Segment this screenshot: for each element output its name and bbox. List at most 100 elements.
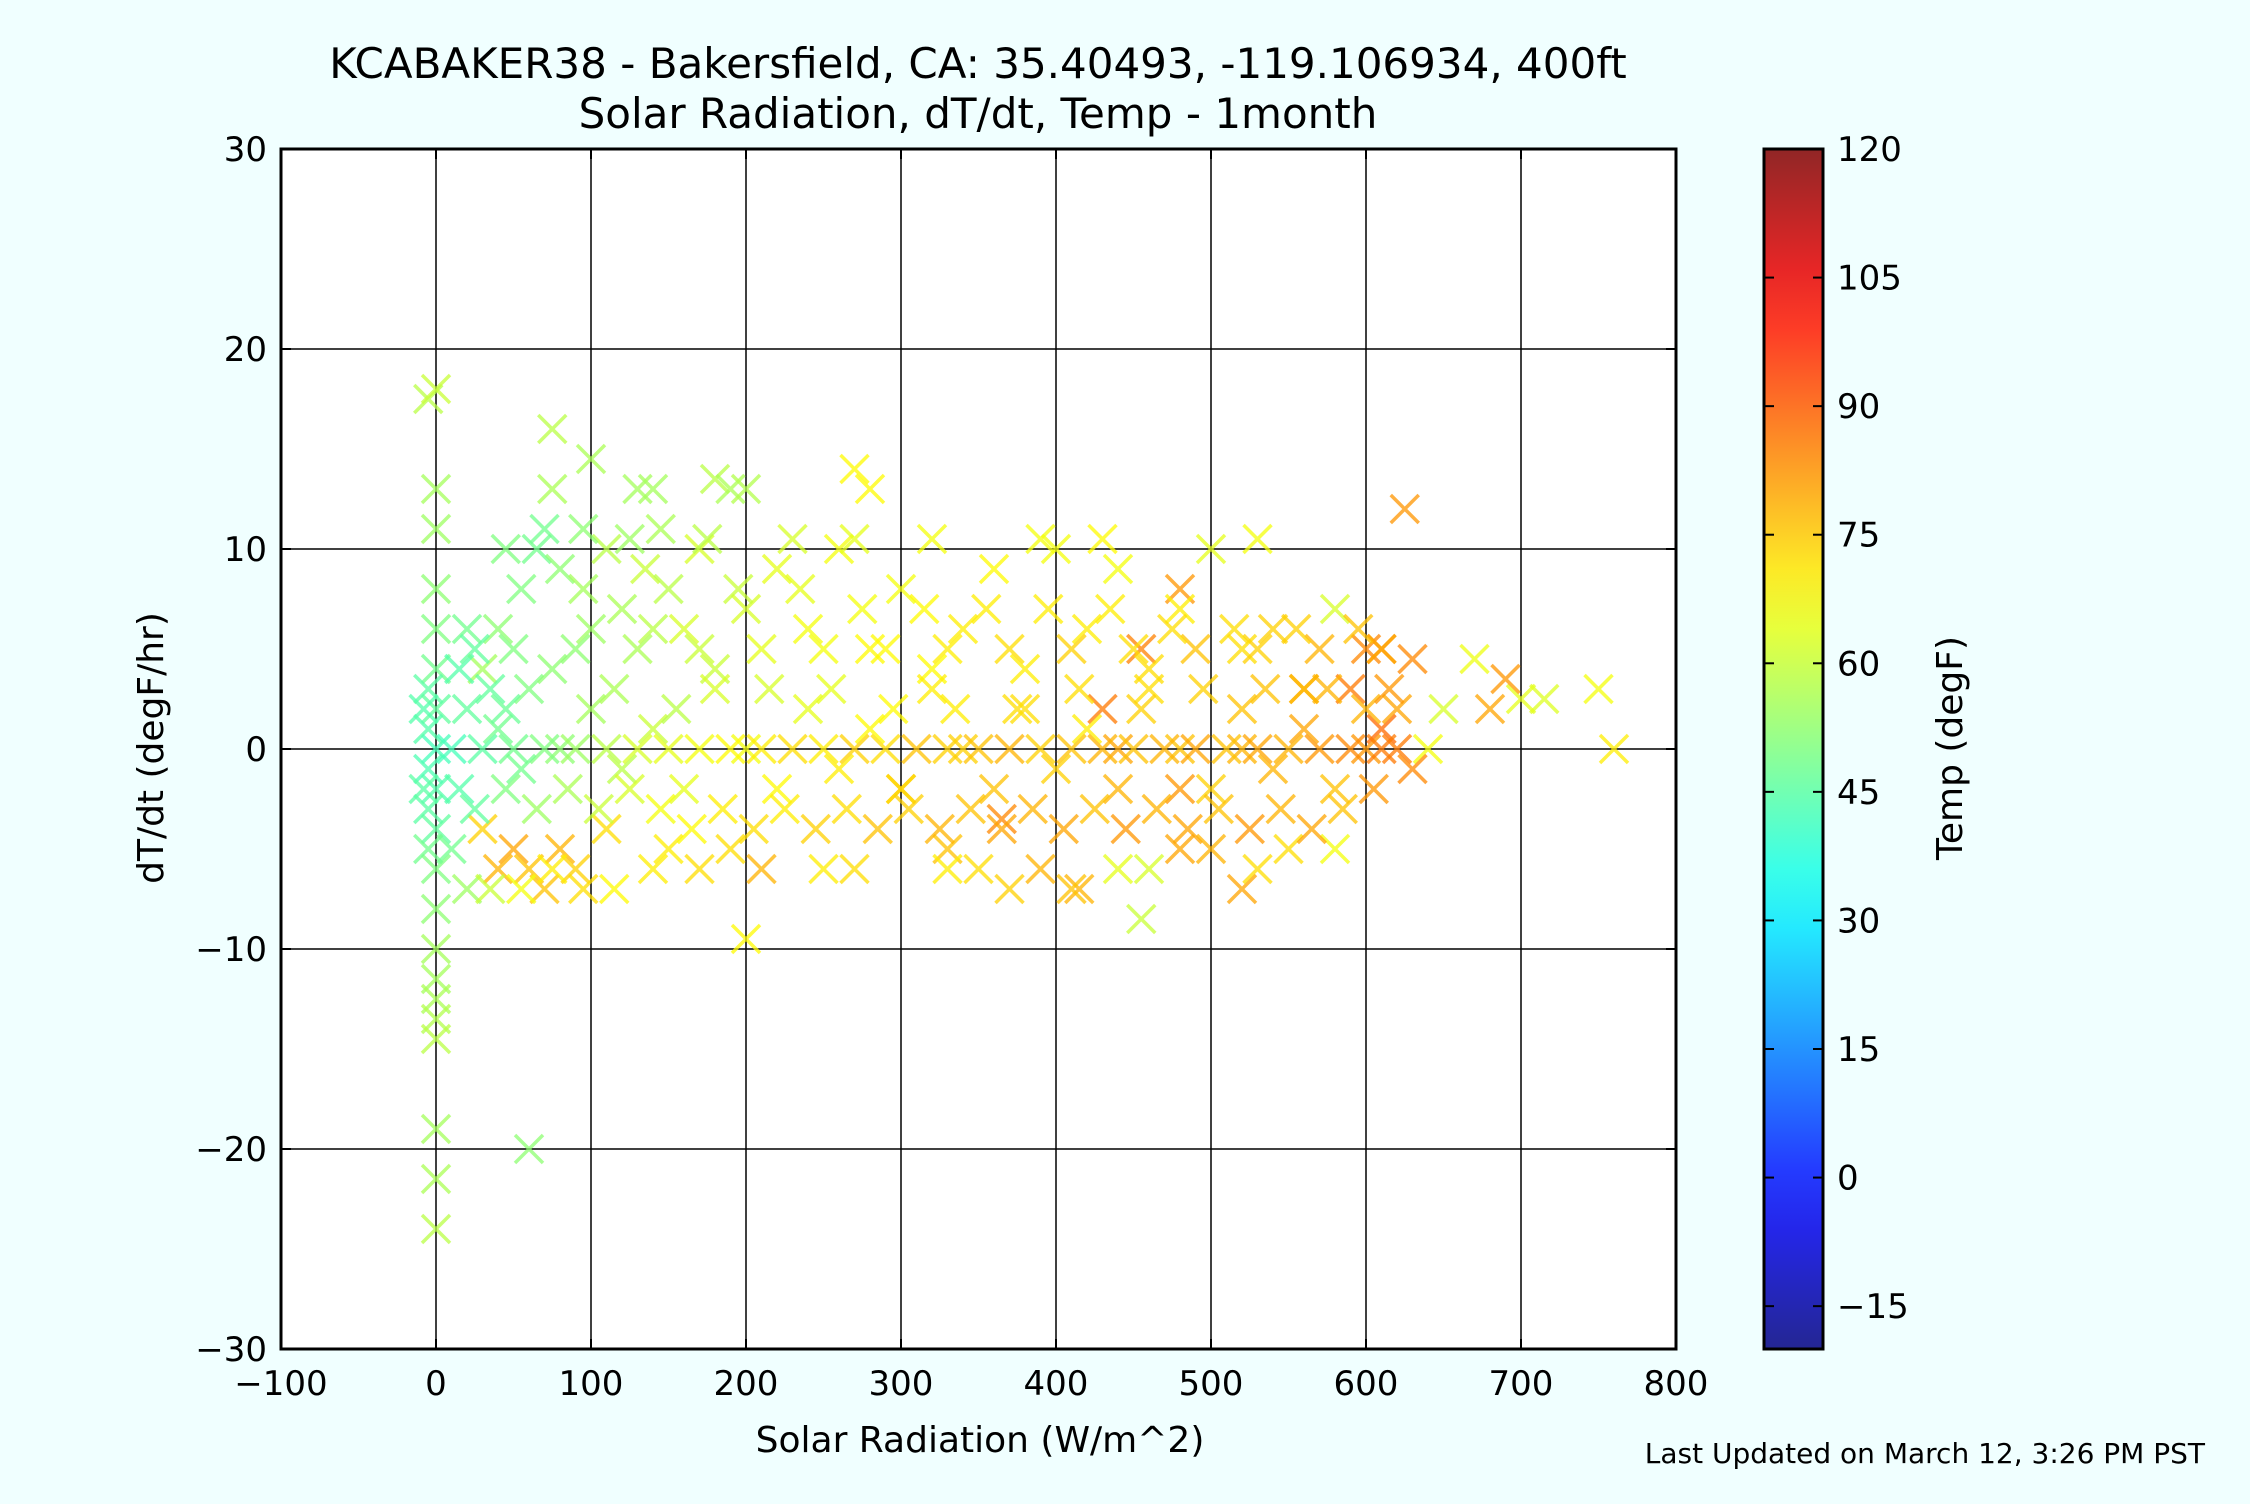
data-point: [1381, 693, 1413, 725]
data-point: [1583, 673, 1614, 705]
colorbar-scale: [1762, 147, 1825, 1351]
data-point: [544, 833, 576, 865]
data-point: [591, 813, 622, 845]
data-point: [1366, 633, 1397, 665]
data-point: [932, 733, 963, 765]
data-point: [420, 1163, 452, 1195]
data-point: [444, 653, 475, 685]
data-point: [544, 553, 576, 585]
data-point: [1350, 633, 1382, 665]
data-point: [420, 933, 452, 965]
data-point: [420, 373, 452, 405]
data-point: [1195, 533, 1227, 565]
data-point: [568, 873, 599, 905]
data-point: [1195, 773, 1227, 805]
data-point: [808, 633, 839, 665]
data-point: [839, 853, 870, 885]
data-point: [614, 523, 645, 555]
data-point: [1102, 853, 1134, 885]
data-point: [1327, 793, 1358, 825]
data-point: [1211, 733, 1242, 765]
data-point: [1002, 693, 1033, 725]
data-point: [1157, 613, 1188, 645]
data-point: [1033, 593, 1064, 625]
data-point: [591, 533, 622, 565]
data-point: [854, 713, 886, 745]
data-points: [408, 373, 1630, 1245]
data-point: [408, 693, 439, 725]
data-point: [653, 833, 684, 865]
data-point: [839, 523, 870, 555]
data-point: [1319, 593, 1351, 625]
data-point: [715, 833, 746, 865]
data-point: [490, 773, 521, 805]
data-point: [637, 853, 669, 885]
data-point: [668, 613, 700, 645]
data-point: [1126, 633, 1157, 665]
data-point: [506, 753, 537, 785]
data-point: [947, 613, 979, 645]
data-point: [529, 733, 560, 765]
last-updated-note: Last Updated on March 12, 3:26 PM PST: [1645, 1437, 2206, 1470]
data-point: [1087, 693, 1118, 725]
x-tick-label: 600: [1334, 1364, 1399, 1404]
data-point: [575, 613, 607, 645]
data-point: [1126, 903, 1157, 935]
data-point: [986, 803, 1017, 835]
data-point: [1180, 733, 1211, 765]
data-point: [1374, 673, 1405, 705]
data-point: [1226, 873, 1258, 905]
data-point: [529, 873, 560, 905]
data-point: [1133, 673, 1165, 705]
data-point: [1490, 663, 1521, 695]
data-point: [591, 733, 622, 765]
data-point: [408, 773, 439, 805]
data-point: [1180, 633, 1211, 665]
y-tick-label: −10: [195, 930, 267, 970]
data-point: [568, 513, 599, 545]
colorbar-tick-label: 120: [1837, 130, 1902, 170]
data-point: [622, 473, 653, 505]
data-point: [1164, 593, 1196, 625]
data-point: [692, 523, 723, 555]
data-point: [1428, 693, 1459, 725]
data-point: [1242, 853, 1273, 885]
data-point: [1304, 733, 1335, 765]
data-point: [1025, 853, 1056, 885]
data-point: [971, 593, 1002, 625]
data-point: [924, 813, 955, 845]
data-point: [746, 853, 777, 885]
data-point: [831, 793, 862, 825]
data-point: [661, 693, 692, 725]
data-point: [777, 523, 808, 555]
data-point: [707, 793, 738, 825]
data-point: [1087, 523, 1118, 555]
data-point: [420, 813, 452, 845]
data-point: [699, 463, 731, 495]
data-point: [451, 613, 483, 645]
data-point: [420, 773, 452, 805]
data-point: [482, 713, 514, 745]
colorbar-tick-label: 90: [1837, 387, 1880, 427]
data-point: [878, 693, 909, 725]
data-point: [1412, 733, 1444, 765]
data-point: [1335, 673, 1366, 705]
data-point: [475, 873, 506, 905]
data-point: [529, 513, 560, 545]
data-point: [1319, 773, 1351, 805]
data-point: [506, 573, 537, 605]
data-point: [413, 833, 444, 865]
data-point: [839, 453, 870, 485]
data-point: [1529, 683, 1560, 715]
data-point: [909, 593, 940, 625]
data-point: [622, 633, 653, 665]
data-point: [1095, 593, 1126, 625]
data-point: [575, 443, 607, 475]
data-point: [444, 773, 475, 805]
data-point: [1459, 643, 1490, 675]
data-point: [1389, 493, 1420, 525]
data-point: [1056, 873, 1087, 905]
data-point: [1064, 673, 1095, 705]
data-point: [451, 693, 483, 725]
data-point: [544, 733, 576, 765]
